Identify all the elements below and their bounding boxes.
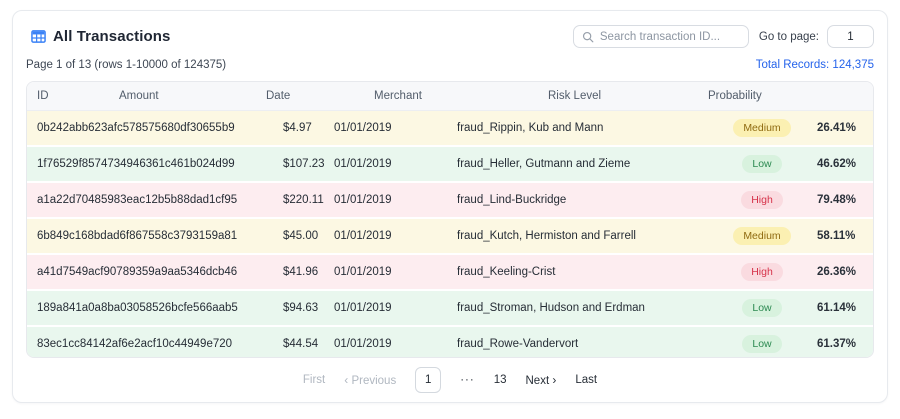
table-header-row: ID Amount Date Merchant Risk Level Proba… xyxy=(27,82,873,111)
cell-risk-level: High xyxy=(717,263,807,281)
table-row[interactable]: 83ec1cc84142af6e2acf10c44949e720 $44.54 … xyxy=(27,327,873,357)
cell-id: 83ec1cc84142af6e2acf10c44949e720 xyxy=(37,338,233,350)
risk-badge: Medium xyxy=(733,119,791,137)
cell-date: 01/01/2019 xyxy=(334,266,392,278)
cell-amount: $45.00 xyxy=(283,230,319,242)
cell-date: 01/01/2019 xyxy=(334,194,392,206)
cell-merchant: fraud_Rowe-Vandervort xyxy=(457,338,579,350)
pagination-previous-button[interactable]: ‹ Previous xyxy=(344,373,397,387)
cell-merchant: fraud_Stroman, Hudson and Erdman xyxy=(457,302,645,314)
column-header-id: ID xyxy=(37,90,49,102)
cell-id: a41d7549acf90789359a9aa5346dcb46 xyxy=(37,266,238,278)
table-row[interactable]: 6b849c168bdad6f867558c3793159a81 $45.00 … xyxy=(27,219,873,255)
search-input[interactable] xyxy=(599,30,740,43)
cell-amount: $107.23 xyxy=(283,158,325,170)
meta-row: Page 1 of 13 (rows 1-10000 of 124375) To… xyxy=(26,59,874,71)
cell-date: 01/01/2019 xyxy=(334,122,392,134)
title-group: All Transactions xyxy=(31,28,573,45)
cell-merchant: fraud_Rippin, Kub and Mann xyxy=(457,122,604,134)
cell-probability: 79.48% xyxy=(817,194,857,206)
cell-risk-level: Medium xyxy=(717,227,807,245)
pagination-last-button[interactable]: Last xyxy=(575,374,598,386)
cell-probability: 26.36% xyxy=(817,266,857,278)
cell-id: 6b849c168bdad6f867558c3793159a81 xyxy=(37,230,238,242)
table-row[interactable]: 189a841a0a8ba03058526bcfe566aab5 $94.63 … xyxy=(27,291,873,327)
pagination-first-button[interactable]: First xyxy=(302,374,326,386)
cell-risk-level: Low xyxy=(717,155,807,173)
table-row[interactable]: 1f76529f8574734946361c461b024d99 $107.23… xyxy=(27,147,873,183)
cell-probability: 58.11% xyxy=(817,230,856,242)
cell-risk-level: High xyxy=(717,191,807,209)
cell-probability: 46.62% xyxy=(817,158,857,170)
chevron-left-icon: ‹ xyxy=(344,373,349,387)
column-header-date: Date xyxy=(266,90,291,102)
column-header-probability: Probability xyxy=(708,90,762,102)
cell-amount: $220.11 xyxy=(283,194,324,206)
column-header-merchant: Merchant xyxy=(374,90,422,102)
pagination-current-page[interactable]: 1 xyxy=(415,367,442,393)
transactions-table: ID Amount Date Merchant Risk Level Proba… xyxy=(26,81,874,358)
cell-date: 01/01/2019 xyxy=(334,338,392,350)
cell-id: 0b242abb623afc578575680df30655b9 xyxy=(37,122,235,134)
cell-merchant: fraud_Kutch, Hermiston and Farrell xyxy=(457,230,636,242)
table-row[interactable]: a1a22d70485983eac12b5b88dad1cf95 $220.11… xyxy=(27,183,873,219)
cell-date: 01/01/2019 xyxy=(334,158,392,170)
chevron-right-icon: › xyxy=(552,373,557,387)
search-box[interactable] xyxy=(572,25,749,48)
risk-badge: Medium xyxy=(733,227,791,245)
table-row[interactable]: a41d7549acf90789359a9aa5346dcb46 $41.96 … xyxy=(27,255,873,291)
cell-probability: 61.14% xyxy=(817,302,857,314)
cell-merchant: fraud_Lind-Buckridge xyxy=(457,194,567,206)
cell-probability: 61.37% xyxy=(817,338,857,350)
cell-amount: $4.97 xyxy=(283,122,312,134)
page-info: Page 1 of 13 (rows 1-10000 of 124375) xyxy=(26,59,227,71)
risk-badge: Low xyxy=(742,299,782,317)
cell-merchant: fraud_Keeling-Crist xyxy=(457,266,556,278)
risk-badge: High xyxy=(741,191,783,209)
page-title: All Transactions xyxy=(53,28,171,45)
cell-date: 01/01/2019 xyxy=(334,230,392,242)
cell-id: 189a841a0a8ba03058526bcfe566aab5 xyxy=(37,302,238,314)
table-icon xyxy=(31,29,46,44)
search-icon xyxy=(582,31,594,43)
cell-id: a1a22d70485983eac12b5b88dad1cf95 xyxy=(37,194,238,206)
cell-merchant: fraud_Heller, Gutmann and Zieme xyxy=(457,158,631,170)
cell-date: 01/01/2019 xyxy=(334,302,392,314)
risk-badge: Low xyxy=(742,335,782,353)
pagination-next-button[interactable]: Next › xyxy=(525,373,557,387)
table-row[interactable]: 0b242abb623afc578575680df30655b9 $4.97 0… xyxy=(27,111,873,147)
cell-id: 1f76529f8574734946361c461b024d99 xyxy=(37,158,235,170)
cell-amount: $44.54 xyxy=(283,338,319,350)
total-records: Total Records: 124,375 xyxy=(755,59,874,71)
cell-amount: $94.63 xyxy=(283,302,319,314)
risk-badge: High xyxy=(741,263,783,281)
transactions-card: All Transactions Go to page: Page 1 of 1… xyxy=(12,10,888,403)
cell-risk-level: Low xyxy=(717,299,807,317)
goto-page-label: Go to page: xyxy=(758,30,819,43)
pagination-last-page-number[interactable]: 13 xyxy=(493,374,507,386)
cell-amount: $41.96 xyxy=(283,266,319,278)
cell-risk-level: Medium xyxy=(717,119,807,137)
pagination-ellipsis: ··· xyxy=(460,374,475,386)
pagination: First ‹ Previous 1 ··· 13 Next › Last xyxy=(13,367,887,393)
column-header-risk-level: Risk Level xyxy=(548,90,602,102)
goto-page-input[interactable] xyxy=(827,25,874,48)
risk-badge: Low xyxy=(742,155,782,173)
toolbar: All Transactions Go to page: xyxy=(26,25,874,48)
column-header-amount: Amount xyxy=(119,90,159,102)
cell-probability: 26.41% xyxy=(817,122,857,134)
cell-risk-level: Low xyxy=(717,335,807,353)
